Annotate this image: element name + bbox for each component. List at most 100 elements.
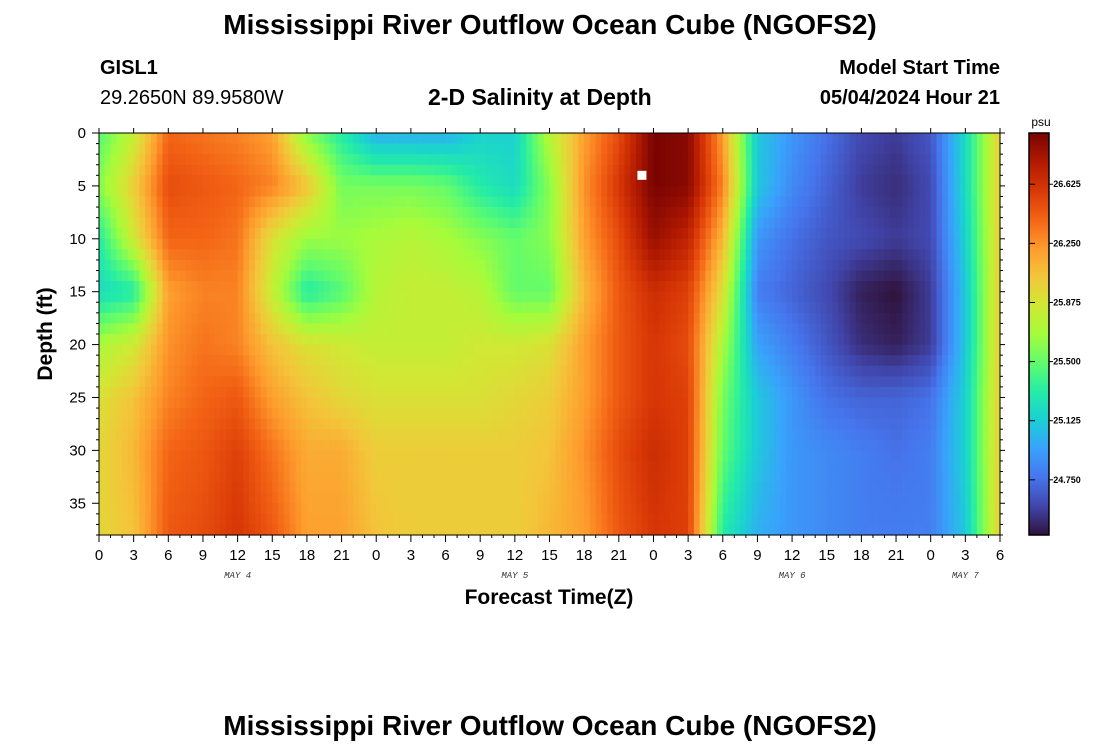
heatmap-cell xyxy=(665,312,672,325)
heatmap-cell xyxy=(959,355,966,367)
heatmap-cell xyxy=(665,355,672,367)
heatmap-cell xyxy=(358,217,366,229)
heatmap-cell xyxy=(468,365,476,377)
heatmap-cell xyxy=(243,143,250,155)
heatmap-cell xyxy=(670,397,678,409)
heatmap-cell xyxy=(797,281,805,293)
heatmap-cell xyxy=(399,270,406,282)
heatmap-cell xyxy=(353,460,360,473)
heatmap-cell xyxy=(867,259,874,272)
heatmap-cell xyxy=(809,133,816,145)
heatmap-cell xyxy=(653,429,660,441)
heatmap-cell xyxy=(948,238,955,250)
heatmap-cell xyxy=(254,185,262,198)
heatmap-cell xyxy=(699,344,707,356)
heatmap-cell xyxy=(301,429,308,441)
heatmap-cell xyxy=(283,397,291,409)
heatmap-cell xyxy=(474,418,481,430)
heatmap-cell xyxy=(965,249,972,261)
heatmap-cell xyxy=(220,238,227,250)
heatmap-cell xyxy=(549,312,556,325)
heatmap-cell xyxy=(145,270,152,282)
heatmap-cell xyxy=(942,217,949,229)
heatmap-cell xyxy=(936,312,943,325)
heatmap-cell xyxy=(693,408,701,420)
heatmap-cell xyxy=(503,312,510,325)
heatmap-cell xyxy=(820,164,828,176)
heatmap-cell xyxy=(832,397,839,409)
heatmap-cell xyxy=(589,175,597,187)
heatmap-cell xyxy=(116,323,123,335)
heatmap-cell xyxy=(561,249,568,261)
heatmap-cell xyxy=(959,365,966,377)
heatmap-cell xyxy=(318,175,325,187)
heatmap-cell xyxy=(896,418,903,430)
heatmap-cell xyxy=(913,460,920,473)
heatmap-cell xyxy=(699,291,707,303)
heatmap-cell xyxy=(878,281,886,293)
heatmap-cell xyxy=(948,281,955,293)
heatmap-cell xyxy=(872,429,880,441)
heatmap-cell xyxy=(174,344,181,356)
heatmap-cell xyxy=(740,386,747,399)
heatmap-cell xyxy=(613,207,620,219)
heatmap-cell xyxy=(254,259,262,272)
heatmap-cell xyxy=(272,302,279,314)
heatmap-cell xyxy=(566,196,574,208)
heatmap-cell xyxy=(636,344,643,356)
heatmap-cell xyxy=(647,143,655,155)
heatmap-cell xyxy=(243,460,250,473)
heatmap-cell xyxy=(901,185,909,198)
heatmap-cell xyxy=(751,259,759,272)
heatmap-cell xyxy=(601,185,608,198)
heatmap-cell xyxy=(301,334,308,346)
heatmap-cell xyxy=(584,143,591,155)
heatmap-cell xyxy=(734,365,741,377)
heatmap-cell xyxy=(924,207,932,219)
heatmap-cell xyxy=(399,323,406,335)
heatmap-cell xyxy=(503,207,510,219)
heatmap-cell xyxy=(416,439,424,451)
heatmap-cell xyxy=(780,143,787,155)
heatmap-cell xyxy=(578,408,585,420)
heatmap-cell xyxy=(763,228,770,240)
heatmap-cell xyxy=(376,196,383,208)
heatmap-cell xyxy=(948,365,955,377)
heatmap-cell xyxy=(520,281,527,293)
heatmap-cell xyxy=(439,217,447,229)
heatmap-cell xyxy=(122,302,129,314)
heatmap-cell xyxy=(283,259,291,272)
heatmap-cell xyxy=(393,334,400,346)
heatmap-cell xyxy=(509,133,516,145)
heatmap-cell xyxy=(647,408,655,420)
heatmap-cell xyxy=(913,344,920,356)
heatmap-cell xyxy=(601,408,608,420)
heatmap-cell xyxy=(457,207,464,219)
heatmap-cell xyxy=(924,408,932,420)
heatmap-cell xyxy=(919,249,926,261)
heatmap-cell xyxy=(820,175,828,187)
heatmap-cell xyxy=(601,439,608,451)
heatmap-cell xyxy=(890,450,897,462)
heatmap-cell xyxy=(768,302,776,314)
heatmap-cell xyxy=(924,291,932,303)
heatmap-cell xyxy=(376,228,383,240)
heatmap-cell xyxy=(913,312,920,325)
heatmap-cell xyxy=(901,450,909,462)
heatmap-cell xyxy=(734,175,741,187)
heatmap-cell xyxy=(584,312,591,325)
heatmap-cell xyxy=(959,312,966,325)
heatmap-cell xyxy=(913,386,920,399)
heatmap-cell xyxy=(682,450,689,462)
heatmap-cell xyxy=(555,355,562,367)
heatmap-cell xyxy=(682,185,689,198)
heatmap-cell xyxy=(953,355,961,367)
heatmap-cell xyxy=(555,143,562,155)
heatmap-cell xyxy=(647,291,655,303)
heatmap-cell xyxy=(803,408,811,420)
heatmap-cell xyxy=(855,164,862,176)
heatmap-cell xyxy=(168,143,175,155)
heatmap-cell xyxy=(751,302,759,314)
heatmap-cell xyxy=(815,355,822,367)
heatmap-cell xyxy=(532,376,539,388)
